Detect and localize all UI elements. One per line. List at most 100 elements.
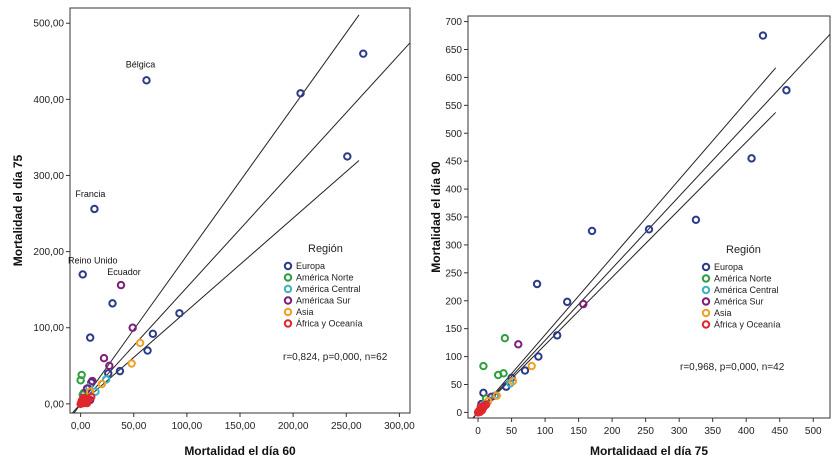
ci-lower-line — [477, 112, 777, 413]
legend-item-label: Europa — [714, 262, 743, 272]
stats-text: r=0,968, p=0,000, n=42 — [680, 362, 785, 373]
data-point — [143, 346, 152, 355]
y-axis-title: Mortalidad el día 75 — [11, 154, 25, 266]
data-point — [108, 299, 117, 308]
right-scatter-chart: 0 50 100 150 200 250 300 350 400 450 500 0 50 100 150 2… — [429, 15, 831, 458]
legend-swatch — [283, 307, 293, 317]
legend-swatch — [701, 297, 711, 306]
ci-upper-line — [80, 14, 360, 405]
y-tick-label: 100 — [445, 352, 462, 363]
data-point — [508, 376, 518, 386]
data-point — [514, 340, 523, 349]
data-point — [563, 297, 572, 307]
legend-item-label: Américaa Sur — [296, 296, 351, 306]
data-point — [296, 89, 305, 98]
data-point — [747, 154, 756, 163]
x-tick-label: 0,00 — [71, 421, 91, 432]
data-point — [492, 391, 502, 400]
y-tick-label: 400 — [445, 185, 462, 196]
point-annotation: Bélgica — [126, 59, 156, 69]
y-tick-label: 150 — [445, 324, 462, 335]
data-point — [691, 215, 701, 224]
legend-item-label: Europa — [296, 261, 325, 271]
y-tick-label: 250 — [445, 268, 462, 279]
data-point — [115, 366, 125, 376]
legend-item-label: América Norte — [714, 274, 772, 284]
x-tick-label: 100,00 — [172, 421, 203, 432]
data-point — [782, 86, 791, 95]
data-point — [644, 225, 654, 234]
x-axis-title: Mortalidaad el día 75 — [590, 444, 708, 458]
x-tick-label: 300 — [671, 426, 688, 437]
left-plot-frame — [69, 7, 411, 414]
legend-swatch — [283, 284, 293, 294]
data-point — [359, 49, 368, 58]
x-tick-label: 250,00 — [331, 421, 362, 432]
y-tick-label: 0,00 — [45, 399, 65, 410]
x-tick-label: 350 — [704, 426, 721, 437]
x-tick-label: 0 — [475, 426, 481, 437]
y-tick-label: 200,00 — [33, 247, 64, 258]
data-points — [76, 49, 368, 409]
regression-lines — [472, 33, 830, 418]
data-point — [175, 309, 184, 318]
left-scatter-chart: 0,00 50,00 100,00 150,00 200,00 250,00 300,00 0… — [11, 7, 415, 458]
ci-upper-line — [477, 67, 777, 413]
legend-item-label: América Central — [714, 285, 779, 295]
y-tick-label: 350 — [445, 213, 462, 224]
legend-item-label: América Norte — [296, 273, 354, 283]
data-point — [116, 280, 126, 290]
regression-fit-line — [472, 33, 830, 418]
right-plot-frame — [467, 15, 831, 419]
legend-item-label: América Central — [296, 284, 361, 294]
x-tick-label: 250 — [637, 426, 654, 437]
left-chart-panel: 0,00 50,00 100,00 150,00 200,00 250,00 300,00 0… — [11, 7, 415, 458]
point-annotation: Ecuador — [107, 267, 141, 277]
x-tick-label: 50 — [506, 426, 518, 437]
data-point — [91, 387, 100, 396]
data-points — [473, 31, 791, 417]
legend-swatch — [283, 296, 293, 305]
y-tick-label: 200 — [445, 296, 462, 307]
data-point — [479, 361, 488, 371]
x-tick-label: 200,00 — [278, 421, 309, 432]
regression-lines — [71, 14, 410, 413]
y-tick-label: 650 — [445, 45, 462, 56]
legend-swatch — [283, 273, 293, 282]
data-point — [758, 31, 768, 40]
data-point — [90, 204, 99, 214]
right-chart-panel: 0 50 100 150 200 250 300 350 400 450 500 0 50 100 150 2… — [418, 0, 835, 467]
data-point — [532, 279, 542, 289]
legend-swatch — [283, 261, 293, 271]
data-point — [79, 398, 89, 408]
point-annotation: Francia — [75, 189, 105, 199]
regression-fit-line — [71, 42, 410, 413]
data-point — [78, 270, 87, 279]
legend-item-label: África y Oceanía — [714, 320, 781, 330]
data-point — [500, 333, 510, 343]
y-tick-label: 300 — [445, 240, 462, 251]
legend-item-label: Asia — [714, 308, 732, 318]
x-axis-title: Mortalidad el día 60 — [184, 444, 296, 458]
data-point — [88, 376, 97, 386]
data-point — [128, 323, 137, 332]
x-tick-label: 450 — [771, 426, 788, 437]
data-point — [76, 376, 85, 385]
y-axis-title: Mortalidad el día 90 — [429, 161, 443, 273]
x-tick-label: 100 — [537, 426, 554, 437]
data-point — [552, 331, 562, 340]
data-point — [579, 299, 588, 309]
data-point — [520, 366, 530, 375]
legend-item-label: Asia — [296, 307, 314, 317]
legend-swatch — [701, 262, 711, 272]
data-point — [97, 379, 107, 389]
data-point — [527, 361, 536, 371]
y-tick-label: 500 — [445, 129, 462, 140]
data-point — [127, 359, 136, 368]
data-point — [105, 361, 114, 371]
y-tick-label: 700 — [445, 17, 462, 28]
point-annotation: Reino Unido — [68, 255, 118, 265]
legend-swatch — [701, 285, 711, 295]
